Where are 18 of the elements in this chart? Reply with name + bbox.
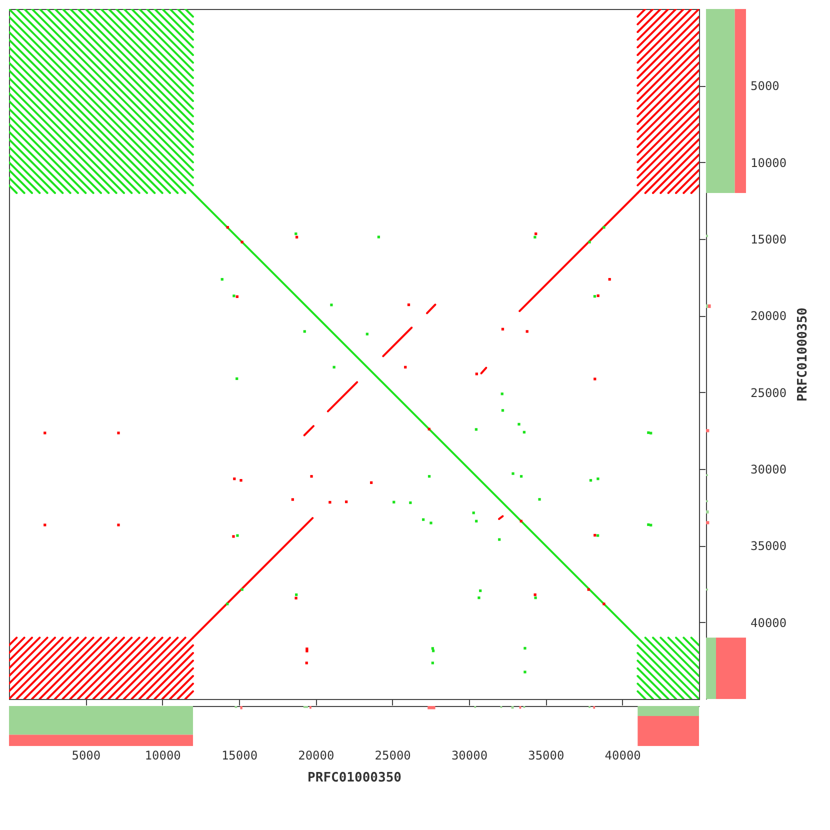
x-tick-label: 15000 <box>221 748 258 762</box>
x-tick-label: 25000 <box>374 748 411 762</box>
y-tick-label: 10000 <box>750 156 787 170</box>
y-tick-label: 20000 <box>750 309 787 324</box>
x-tick-label: 30000 <box>451 748 488 762</box>
y-tick-label: 35000 <box>750 539 787 554</box>
y-tick-label: 30000 <box>750 462 787 476</box>
y-tick-label: 25000 <box>750 386 787 400</box>
x-tick-label: 40000 <box>604 748 641 762</box>
y-tick-label: 40000 <box>750 616 787 630</box>
x-tick-label: 10000 <box>144 748 181 762</box>
y-axis-title: PRFC01000350 <box>796 307 811 402</box>
x-axis-title: PRFC01000350 <box>308 770 402 786</box>
x-tick-label: 35000 <box>528 748 564 762</box>
x-tick-label: 20000 <box>298 748 334 762</box>
y-tick-label: 15000 <box>750 232 787 246</box>
y-tick-label: 5000 <box>750 79 780 94</box>
x-tick-label: 5000 <box>72 748 101 762</box>
